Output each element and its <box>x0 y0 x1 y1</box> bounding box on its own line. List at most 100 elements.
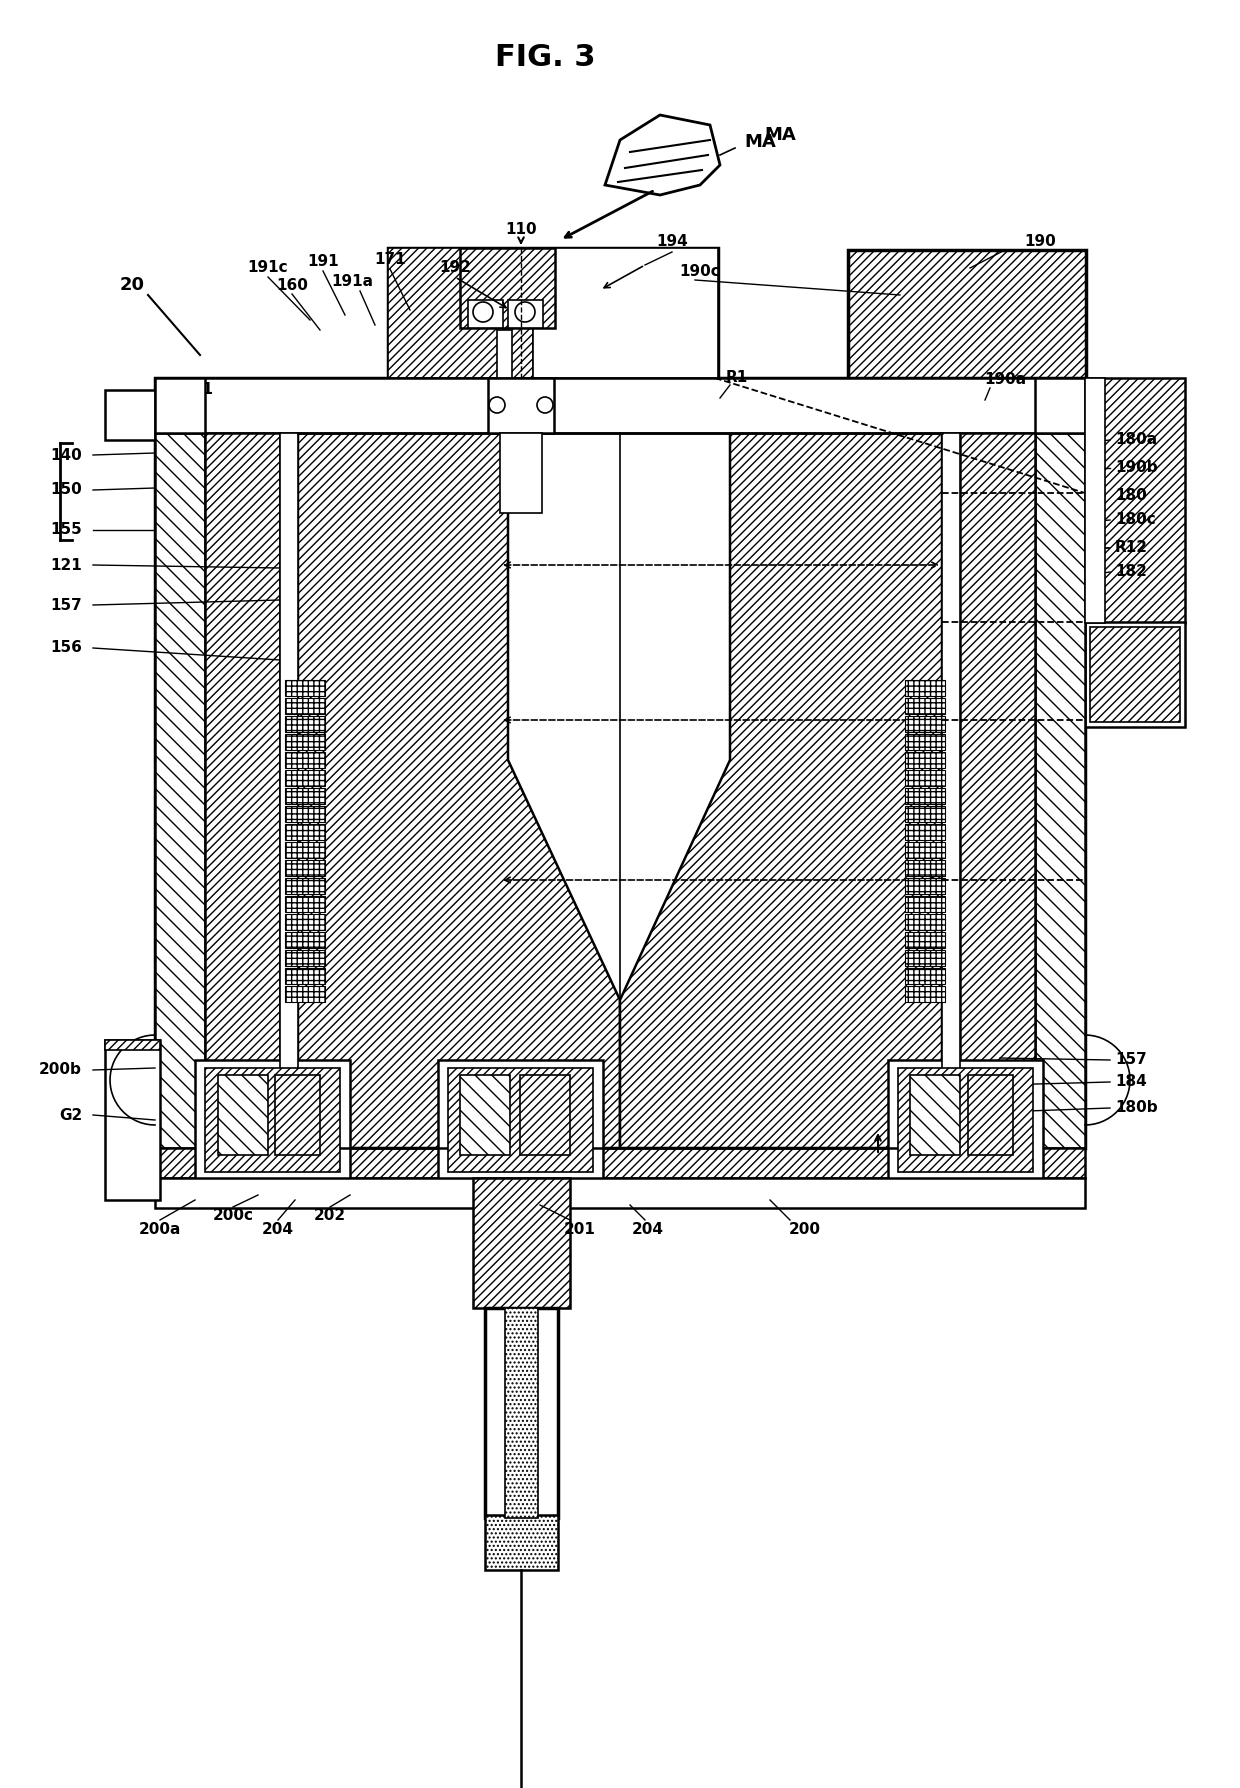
Text: 200c: 200c <box>212 1207 253 1223</box>
Bar <box>905 967 945 983</box>
Bar <box>905 824 945 840</box>
Bar <box>105 1041 160 1200</box>
Bar <box>388 249 533 377</box>
Bar <box>285 860 325 876</box>
Bar <box>905 878 945 894</box>
Bar <box>285 715 325 731</box>
Bar <box>448 1067 593 1171</box>
Bar <box>942 433 960 1148</box>
Bar <box>472 1178 570 1309</box>
Bar <box>905 753 945 769</box>
Bar <box>460 1075 510 1155</box>
Text: 171: 171 <box>374 252 405 268</box>
Text: MA: MA <box>764 125 796 145</box>
Text: 121: 121 <box>51 558 82 572</box>
Text: 191c: 191c <box>248 261 289 275</box>
Text: FIG. 3: FIG. 3 <box>495 43 595 73</box>
Bar <box>520 1075 570 1155</box>
Bar <box>489 377 554 433</box>
Polygon shape <box>298 433 620 1148</box>
Bar <box>960 433 1035 1148</box>
Text: 192: 192 <box>439 261 471 275</box>
Bar <box>848 250 1086 377</box>
Bar <box>155 377 1085 433</box>
Text: 200b: 200b <box>40 1062 82 1078</box>
Bar <box>905 932 945 948</box>
Bar <box>905 697 945 713</box>
Bar <box>105 390 155 440</box>
Text: 182: 182 <box>1115 565 1147 579</box>
Bar <box>905 789 945 805</box>
Bar <box>905 735 945 749</box>
Bar <box>905 806 945 822</box>
Bar <box>218 1075 268 1155</box>
Text: 155: 155 <box>51 522 82 538</box>
Bar <box>285 985 325 1001</box>
Text: G1: G1 <box>191 383 213 397</box>
Bar <box>905 715 945 731</box>
Bar <box>205 1067 340 1171</box>
Bar <box>195 1060 350 1180</box>
Text: MA: MA <box>744 132 776 150</box>
Bar <box>285 896 325 912</box>
Bar <box>285 771 325 787</box>
Text: 157: 157 <box>1115 1053 1147 1067</box>
Text: 150: 150 <box>51 483 82 497</box>
Text: 157: 157 <box>51 597 82 613</box>
Bar <box>1035 377 1085 433</box>
Text: G2: G2 <box>58 1107 82 1123</box>
Bar <box>898 1067 1033 1171</box>
Text: R1: R1 <box>725 370 748 386</box>
Bar <box>280 433 298 1148</box>
Text: 184: 184 <box>1115 1075 1147 1089</box>
Text: R11: R11 <box>983 1100 1017 1116</box>
Bar <box>438 1060 603 1180</box>
Bar <box>905 842 945 858</box>
Text: 194: 194 <box>656 234 688 250</box>
Text: 156: 156 <box>50 640 82 656</box>
Bar <box>155 377 1085 1148</box>
Bar <box>285 806 325 822</box>
Bar <box>285 967 325 983</box>
Bar <box>155 1148 1085 1178</box>
Bar <box>285 697 325 713</box>
Bar <box>905 860 945 876</box>
Bar <box>905 771 945 787</box>
Text: 180: 180 <box>1115 488 1147 504</box>
Bar <box>500 433 542 513</box>
Text: 110: 110 <box>505 222 537 238</box>
Bar <box>285 914 325 930</box>
Text: 191: 191 <box>308 254 339 270</box>
Text: 200: 200 <box>789 1223 821 1237</box>
Bar <box>285 949 325 966</box>
Text: 191a: 191a <box>331 275 373 290</box>
Polygon shape <box>620 433 942 1148</box>
Text: 190c: 190c <box>680 265 720 279</box>
Bar <box>910 1075 960 1155</box>
Text: 204: 204 <box>262 1223 294 1237</box>
Bar <box>533 249 718 377</box>
Bar <box>275 1075 320 1155</box>
Text: 122: 122 <box>985 1137 1016 1153</box>
Text: 140: 140 <box>51 447 82 463</box>
Text: 20: 20 <box>119 275 145 293</box>
Bar <box>905 985 945 1001</box>
Text: 202: 202 <box>314 1207 346 1223</box>
Bar <box>285 679 325 696</box>
Bar <box>485 1514 558 1570</box>
Text: 180c: 180c <box>1115 513 1156 527</box>
Bar <box>285 789 325 805</box>
Bar <box>1085 377 1185 622</box>
Bar <box>285 753 325 769</box>
Text: 190a: 190a <box>983 372 1025 388</box>
Bar <box>1085 377 1105 622</box>
Text: 160: 160 <box>277 277 308 293</box>
Text: 180b: 180b <box>1115 1100 1158 1116</box>
Bar <box>155 377 205 433</box>
Text: 200a: 200a <box>139 1223 181 1237</box>
Bar <box>497 331 512 381</box>
Bar <box>155 1178 1085 1209</box>
Bar <box>105 1041 160 1050</box>
Bar <box>467 300 503 327</box>
Bar <box>968 1075 1013 1155</box>
